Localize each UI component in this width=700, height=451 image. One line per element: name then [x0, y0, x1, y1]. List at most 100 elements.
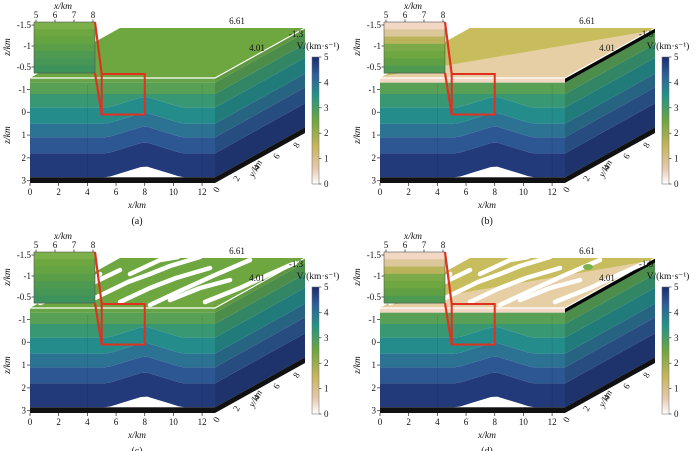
inset-band	[384, 252, 445, 260]
x-tick-label: 8	[492, 187, 497, 197]
inset-band	[34, 288, 95, 297]
inset-band	[384, 259, 445, 268]
y-tick-label: 4	[251, 392, 262, 401]
front-layer-surface	[30, 78, 215, 83]
y-tick-label: 0	[211, 415, 222, 424]
colorbar-tick-label: 3	[674, 333, 679, 343]
zoom-frame	[100, 73, 146, 116]
crack	[517, 277, 583, 303]
x-axis-label: x/km	[477, 431, 496, 441]
inset	[33, 21, 96, 74]
front-layer	[30, 323, 215, 338]
x-tick-label: 8	[492, 417, 497, 427]
side-layer	[215, 333, 305, 408]
z-axis-label: z/km	[3, 126, 13, 145]
inset-z-tick-label: -0.5	[17, 62, 32, 72]
side-layer-bottom	[565, 357, 655, 413]
inset-x-tick-label: 6	[403, 240, 408, 250]
inset-x-tick-label: 7	[72, 10, 77, 20]
z-tick-label: 0	[22, 107, 27, 117]
colorbar-tick-label: 3	[324, 103, 329, 113]
inset-x-tick-label: 8	[441, 240, 446, 250]
inset-band	[34, 295, 95, 304]
y-tick-label: 8	[291, 140, 302, 149]
side-layer	[215, 317, 305, 384]
top-face	[30, 28, 305, 78]
side-layer	[215, 262, 305, 324]
x-tick-label: 10	[169, 417, 179, 427]
front-layer	[380, 126, 565, 154]
inset-band	[384, 266, 445, 275]
colorbar-tick-label: 1	[674, 384, 679, 394]
x-tick-label: 4	[435, 187, 440, 197]
front-layer-surface	[30, 308, 215, 313]
crack	[552, 260, 648, 305]
front-layer	[30, 142, 215, 178]
crack	[127, 254, 181, 277]
colorbar-tick-label: 4	[324, 307, 329, 317]
x-tick-label: 12	[548, 417, 557, 427]
x-tick-label: 2	[56, 417, 61, 427]
zoom-line-top	[443, 251, 453, 305]
x-tick-label: 2	[56, 187, 61, 197]
zoom-line-bottom	[443, 302, 453, 345]
colorbar-tick-label: 5	[674, 282, 679, 292]
side-layer	[565, 262, 655, 324]
z-tick-label: -1	[369, 84, 377, 94]
panel-label: (c)	[131, 446, 142, 451]
x-tick-label: 0	[378, 417, 383, 427]
front-layer	[380, 356, 565, 384]
x-tick-label: 4	[85, 187, 90, 197]
zoom-frame	[450, 73, 496, 116]
inset-z-tick-label: -0.5	[367, 292, 382, 302]
z-tick-label: 3	[22, 176, 27, 186]
front-layer-bottom	[380, 407, 565, 413]
top-edge	[380, 27, 656, 79]
inset-band	[384, 58, 445, 67]
front-layer-bottom	[30, 407, 215, 413]
front-layer	[380, 142, 565, 178]
colorbar	[311, 56, 320, 185]
top-label-mid: 4.01	[599, 273, 615, 283]
top-label-right: 6.61	[579, 246, 595, 256]
side-layer	[565, 303, 655, 368]
side-layer	[565, 43, 655, 108]
zoom-line-bottom	[443, 72, 453, 115]
front-layer	[30, 97, 215, 124]
inset-band	[384, 43, 445, 52]
front-layer	[380, 112, 565, 138]
inset-band	[34, 58, 95, 67]
inset-band	[384, 295, 445, 304]
inset-x-tick-label: 5	[384, 10, 389, 20]
front-layer	[380, 323, 565, 338]
colorbar-tick-label: 3	[674, 103, 679, 113]
zoom-frame	[450, 303, 496, 346]
front-layer	[30, 82, 215, 94]
inset-x-tick-label: 6	[53, 10, 58, 20]
inset-band	[384, 273, 445, 282]
y-tick-label: 2	[231, 404, 242, 413]
top-edge	[380, 257, 656, 309]
inset-x-tick-label: 7	[422, 240, 427, 250]
zoom-line-bottom	[93, 302, 103, 345]
z-tick-label: -1	[19, 314, 27, 324]
x-tick-label: 0	[28, 187, 33, 197]
y-tick-label: 0	[211, 185, 222, 194]
top-label-right: 6.61	[229, 246, 245, 256]
side-layer	[565, 317, 655, 384]
inset-z-tick-label: -1.5	[367, 250, 382, 260]
x-axis-label: x/km	[127, 431, 146, 441]
side-layer	[565, 32, 655, 94]
top-label-right: 6.61	[579, 16, 595, 26]
colorbar-label: V/(km·s⁻¹)	[647, 271, 690, 282]
x-axis-label: x/km	[127, 201, 146, 211]
x-tick-label: 12	[198, 417, 207, 427]
inset-x-tick-label: 8	[91, 240, 96, 250]
inset-x-axis-label: x/km	[53, 232, 72, 242]
inset-z-axis-label: z/km	[3, 268, 13, 287]
inset-band	[34, 43, 95, 52]
colorbar-tick-label: 2	[674, 128, 679, 138]
y-tick-label: 2	[581, 404, 592, 413]
z-tick-label: 1	[22, 360, 27, 370]
